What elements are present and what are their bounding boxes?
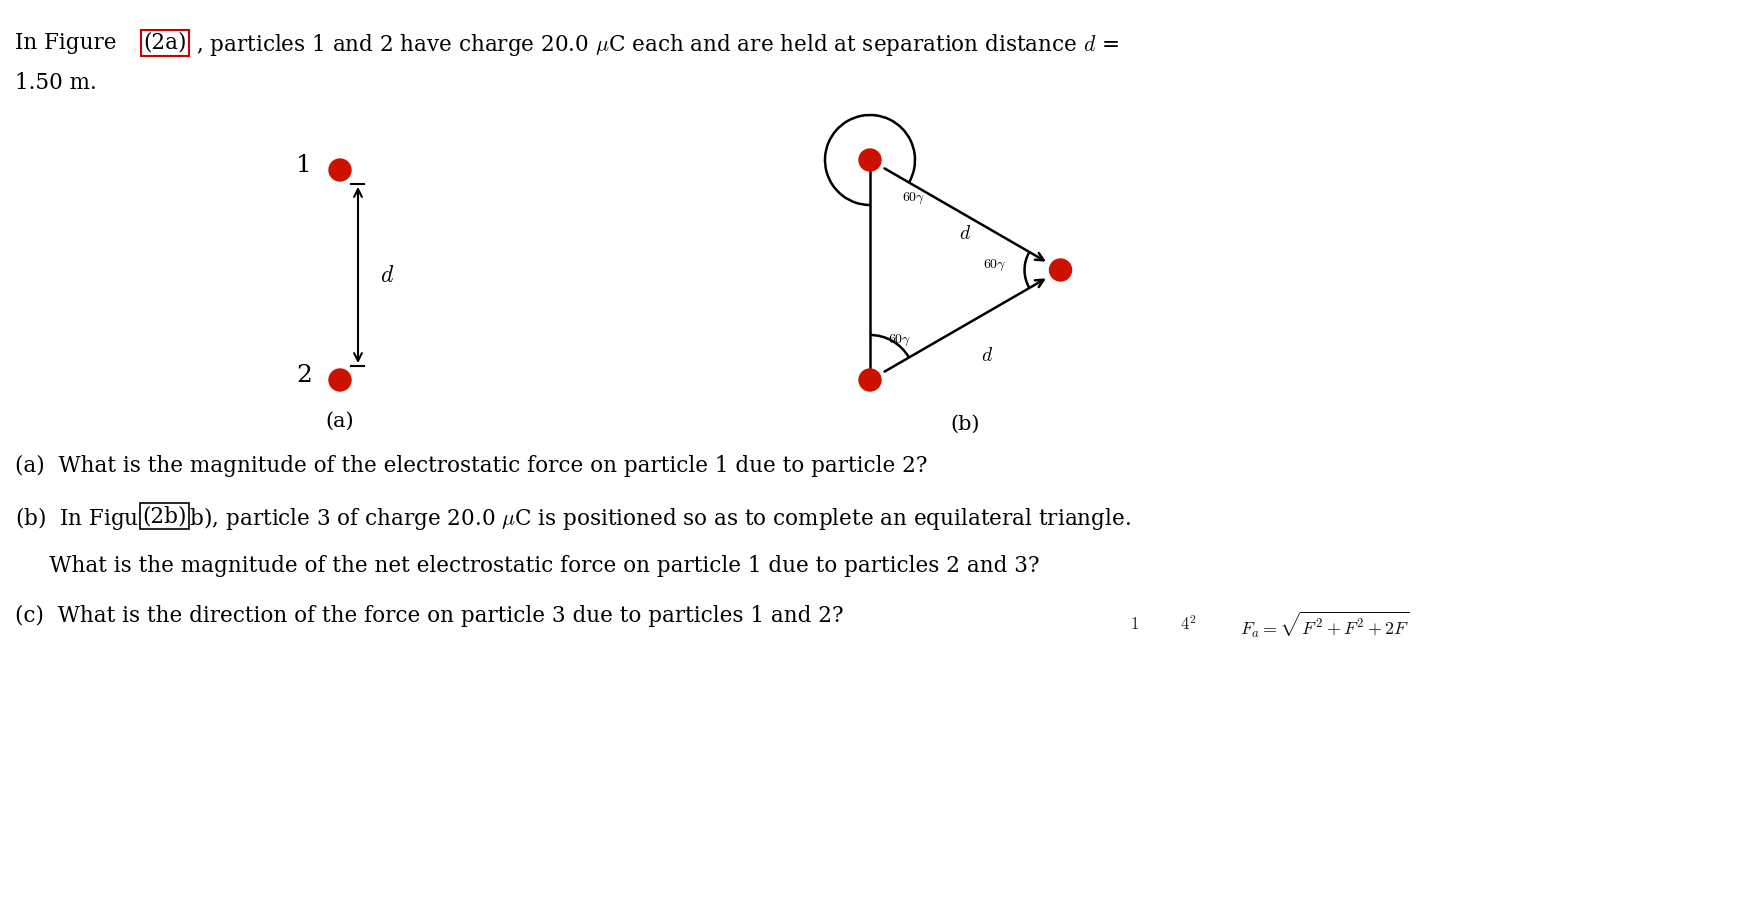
- Text: (b)  In Figure (2b), particle 3 of charge 20.0 $\mu$C is positioned so as to com: (b) In Figure (2b), particle 3 of charge…: [16, 505, 1131, 532]
- Text: $1$        $4^2$: $1$ $4^2$: [1129, 615, 1197, 634]
- Text: In Figure: In Figure: [16, 32, 124, 54]
- Text: , particles 1 and 2 have charge 20.0 $\mu$C each and are held at separation dist: , particles 1 and 2 have charge 20.0 $\m…: [195, 32, 1119, 58]
- Text: $60°$: $60°$: [887, 332, 912, 347]
- Text: $F_a = \sqrt{F^2 + F^2 + 2F}$: $F_a = \sqrt{F^2 + F^2 + 2F}$: [1239, 610, 1410, 640]
- Text: (a)  What is the magnitude of the electrostatic force on particle 1 due to parti: (a) What is the magnitude of the electro…: [16, 455, 927, 477]
- Circle shape: [859, 149, 880, 171]
- Circle shape: [1049, 259, 1072, 281]
- Text: $60°$: $60°$: [983, 257, 1006, 273]
- Text: (2a): (2a): [143, 32, 187, 54]
- Text: (c)  What is the direction of the force on particle 3 due to particles 1 and 2?: (c) What is the direction of the force o…: [16, 605, 844, 627]
- Text: 1.50 m.: 1.50 m.: [16, 72, 98, 94]
- Text: $d$: $d$: [981, 347, 994, 365]
- Text: $d$: $d$: [380, 264, 394, 286]
- Circle shape: [329, 369, 350, 391]
- Text: (2b): (2b): [141, 505, 187, 527]
- Text: $60°$: $60°$: [901, 191, 926, 205]
- Text: $d$: $d$: [959, 225, 971, 243]
- Circle shape: [329, 159, 350, 181]
- Text: What is the magnitude of the net electrostatic force on particle 1 due to partic: What is the magnitude of the net electro…: [16, 555, 1039, 577]
- Text: 1: 1: [296, 155, 312, 177]
- Text: (b): (b): [950, 415, 980, 434]
- Text: (a): (a): [326, 412, 354, 431]
- Text: 2: 2: [296, 364, 312, 388]
- Circle shape: [859, 369, 880, 391]
